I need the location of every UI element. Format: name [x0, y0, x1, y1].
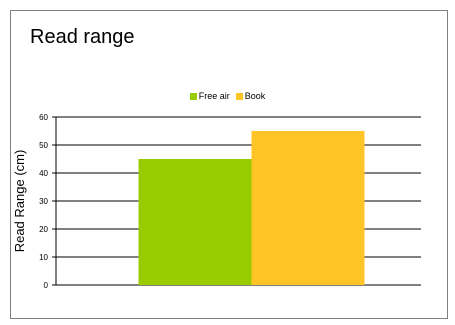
- y-tick-label-40: 40: [39, 169, 48, 178]
- legend-swatch-free-air: [189, 92, 197, 100]
- y-tick-label-30: 30: [39, 197, 48, 206]
- y-axis-label: Read Range (cm): [12, 150, 27, 253]
- legend-label-free-air: Free air: [198, 91, 230, 101]
- legend-swatch-book: [235, 92, 243, 100]
- chart-title: Read range: [30, 26, 135, 48]
- y-tick-label-60: 60: [39, 113, 48, 122]
- legend-item-book: Book: [235, 91, 266, 101]
- legend-label-book: Book: [244, 91, 266, 101]
- y-tick-label-50: 50: [39, 141, 48, 150]
- legend-item-free-air: Free air: [189, 91, 230, 101]
- bar-book: [251, 131, 365, 285]
- chart-legend: Free air Book: [0, 91, 455, 101]
- y-tick-label-0: 0: [44, 281, 49, 290]
- y-tick-label-20: 20: [39, 225, 48, 234]
- bar-free-air: [138, 159, 252, 285]
- y-tick-label-10: 10: [39, 253, 48, 262]
